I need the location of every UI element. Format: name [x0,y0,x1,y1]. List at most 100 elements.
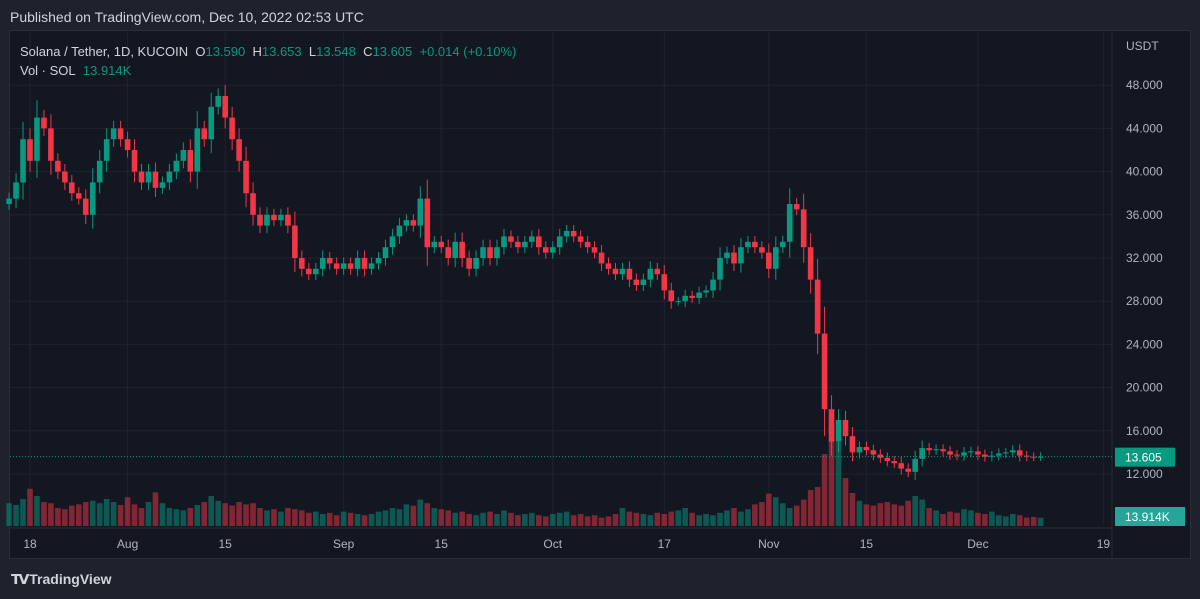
volume-bar [598,517,605,526]
candle-body [299,258,305,269]
volume-bar [361,515,368,526]
candle-body [466,258,472,269]
volume-bar [542,516,549,526]
candle-body [703,290,709,293]
candle-body [152,171,159,188]
volume-bar [173,509,180,526]
y-tick-label: 48.000 [1126,78,1163,92]
volume-bar [501,510,507,526]
volume-bar [417,499,424,526]
volume-bar [27,488,33,526]
candle-body [996,453,1002,456]
volume-bar [208,496,215,526]
candle-body [89,182,96,215]
candle-body [814,279,821,334]
candle-body [501,236,507,248]
candle-body [863,447,870,451]
volume-bar [529,512,535,526]
candle-body [905,468,912,472]
candle-body [41,117,47,129]
candle-body [278,214,284,221]
volume-bar [536,515,542,526]
volume-bar [396,509,403,526]
x-tick-label: Sep [333,537,355,551]
volume-bar [577,514,584,526]
candle-body [396,225,403,237]
volume-bar [312,511,319,526]
volume-bar [549,514,556,526]
tv-logo-icon: 𝗧𝗩 [11,571,30,587]
candle-body [940,449,946,452]
candle-body [766,252,772,269]
volume-bar [368,514,375,526]
candle-body [13,182,19,199]
volume-bar [34,496,40,526]
volume-bar [264,510,270,526]
volume-bar [6,503,12,526]
volume-bar [1030,517,1037,526]
chart-pane[interactable] [9,30,1191,559]
volume-bar [438,509,445,526]
candle-body [55,160,61,172]
volume-bar [654,512,661,526]
candle-body [271,214,277,221]
volume-bar [968,510,974,526]
tradingview-logo[interactable]: 𝗧𝗩 TradingView [11,571,112,588]
close-value: 13.605 [372,44,413,59]
y-tick-label: 24.000 [1126,337,1163,351]
volume-bar [856,500,863,526]
x-tick-label: Nov [758,537,779,551]
candle-body [522,241,528,248]
volume-bar [222,503,228,526]
volume-bar [452,512,458,526]
candle-body [849,436,856,453]
candle-body [487,247,493,258]
chart-legend: Solana / Tether, 1D, KUCOIN O13.590 H13.… [20,42,516,80]
candle-body [480,247,486,258]
candle-body [570,231,577,237]
candle-body [633,279,640,285]
volume-bar [236,502,242,526]
candle-body [835,420,842,442]
volume-bar [131,504,138,526]
candle-body [563,231,570,237]
volume-bar [75,504,82,526]
candle-body [6,198,12,204]
candle-body [584,241,591,248]
close-label: C [363,44,373,59]
candle-body [494,247,500,258]
volume-bar [82,502,89,526]
candle-body [201,128,208,140]
symbol-title: Solana / Tether, 1D, KUCOIN [20,44,189,59]
volume-bar [933,510,939,526]
volume-bar [48,503,54,526]
volume-bar [180,510,187,526]
candle-body [354,258,361,269]
volume-bar [731,508,737,526]
volume-bar [877,503,884,526]
candle-body [257,214,263,226]
candle-body [48,128,54,161]
volume-bar [41,502,47,526]
volume-bar [403,504,410,526]
candle-body [1037,456,1044,458]
volume-bar [299,510,305,526]
candle-body [598,252,605,264]
candle-body [326,258,333,264]
volume-bar [494,514,500,526]
candle-body [710,279,716,291]
volume-bar [508,512,514,526]
candle-body [459,241,465,258]
candle-body [661,274,668,291]
volume-bar [445,510,451,526]
currency-label: USDT [1126,39,1159,53]
volume-bar [243,504,249,526]
volume-bar [333,515,340,526]
volume-bar [556,512,563,526]
volume-bar [940,514,946,526]
volume-bar [187,508,194,526]
high-label: H [252,44,262,59]
candle-body [933,449,939,451]
candle-body [842,420,849,437]
